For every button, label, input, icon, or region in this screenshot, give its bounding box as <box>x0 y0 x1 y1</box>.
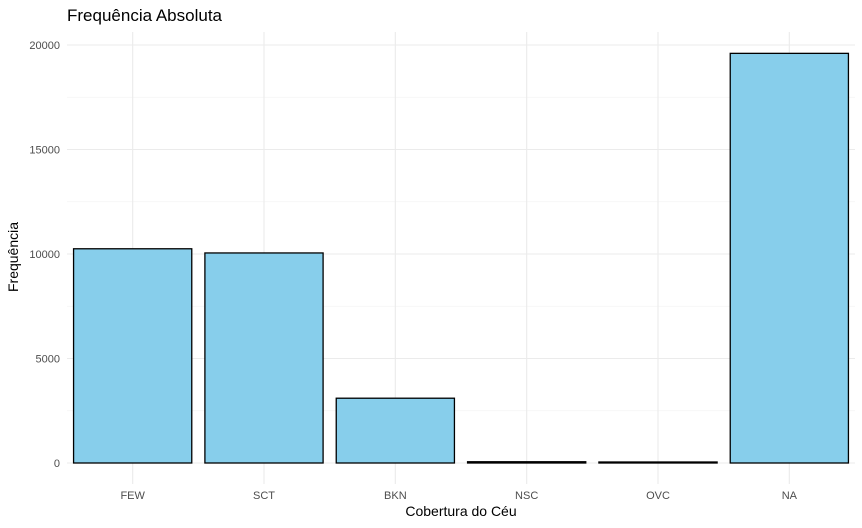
bar-bkn <box>335 397 456 464</box>
x-tick-label: NSC <box>515 490 538 502</box>
bar-few <box>72 248 193 464</box>
x-tick-label: SCT <box>253 490 275 502</box>
bar-ovc <box>598 461 718 464</box>
x-tick-label: BKN <box>384 490 407 502</box>
y-tick-label: 5000 <box>36 354 60 366</box>
y-tick-label: 20000 <box>29 40 60 52</box>
y-tick-label: 10000 <box>29 249 60 261</box>
y-tick-label: 0 <box>54 458 60 470</box>
x-axis-title: Cobertura do Céu <box>405 503 516 519</box>
x-tick-label: OVC <box>646 490 670 502</box>
bars <box>72 52 850 464</box>
x-tick-label: FEW <box>120 490 145 502</box>
y-tick-label: 15000 <box>29 145 60 157</box>
y-axis-title: Frequência <box>5 222 21 292</box>
bar-na <box>729 52 850 464</box>
x-axis-ticks: FEW SCT BKN NSC OVC NA <box>120 490 797 502</box>
x-tick-label: NA <box>782 490 798 502</box>
grid <box>67 32 855 484</box>
bar-sct <box>204 252 324 464</box>
y-axis-ticks: 0 5000 10000 15000 20000 <box>29 40 60 470</box>
chart-title: Frequência Absoluta <box>67 6 223 25</box>
bar-nsc <box>466 461 587 464</box>
